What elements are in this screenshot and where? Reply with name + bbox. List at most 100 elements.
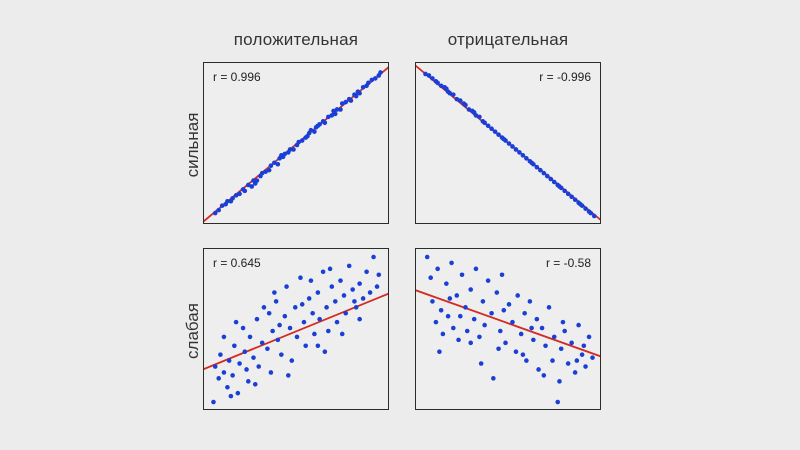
scatter-point — [233, 319, 239, 325]
regression-line — [204, 292, 388, 370]
scatter-point — [494, 290, 500, 295]
scatter-point — [226, 358, 232, 363]
scatter-point — [235, 390, 241, 396]
scatter-point — [259, 340, 265, 346]
scatter-point — [428, 275, 433, 281]
scatter-point — [296, 139, 302, 145]
scatter-point — [266, 167, 272, 173]
scatter-point — [477, 334, 482, 340]
scatter-point — [572, 197, 578, 203]
scatter-point — [228, 393, 234, 399]
scatter-point — [272, 290, 277, 295]
regression-line — [416, 289, 600, 358]
scatter-point — [219, 203, 225, 208]
scatter-point — [254, 316, 260, 322]
scatter-point — [478, 361, 484, 366]
scatter-point — [524, 358, 529, 363]
scatter-point — [287, 147, 293, 152]
column-title-negative: отрицательная — [447, 30, 569, 49]
scatter-point — [279, 352, 284, 357]
scatter-point — [583, 206, 588, 211]
scatter-point — [294, 334, 300, 340]
scatter-point — [491, 376, 496, 381]
scatter-point — [339, 101, 345, 106]
row-title-weak: слабая — [183, 303, 202, 359]
scatter-point — [501, 136, 507, 142]
scatter-point — [299, 302, 305, 307]
scatter-point — [282, 313, 288, 319]
scatter-point — [308, 278, 314, 283]
scatter-point — [551, 179, 557, 185]
scatter-point — [438, 83, 444, 89]
scatter-plot-weak-positive — [204, 254, 388, 405]
scatter-point — [565, 361, 571, 366]
scatter-point — [259, 170, 265, 176]
row-title-strong: сильная — [183, 112, 202, 178]
scatter-point — [534, 164, 540, 170]
scatter-point — [513, 349, 519, 355]
scatter-point — [303, 343, 308, 349]
scatter-point — [327, 266, 333, 272]
r-value-label: r = -0.996 — [539, 70, 591, 84]
scatter-point — [275, 337, 281, 343]
scatter-point — [527, 299, 533, 304]
scatter-plot-weak-negative — [416, 254, 600, 405]
scatter-point — [315, 343, 321, 349]
panel-strong-negative: r = -0.996 — [415, 62, 601, 224]
scatter-point — [343, 99, 349, 105]
scatter-point — [536, 367, 541, 372]
scatter-point — [334, 319, 340, 325]
scatter-point — [230, 373, 235, 378]
scatter-point — [492, 129, 498, 134]
scatter-point — [230, 195, 235, 201]
scatter-point — [518, 331, 524, 337]
scatter-point — [435, 266, 440, 272]
scatter-point — [457, 98, 463, 103]
scatter-point — [510, 144, 515, 149]
scatter-point — [515, 293, 520, 298]
scatter-point — [464, 328, 470, 334]
scatter-point — [551, 334, 557, 340]
scatter-point — [233, 193, 239, 198]
scatter-point — [245, 379, 251, 384]
scatter-point — [312, 331, 317, 337]
scatter-point — [451, 325, 456, 331]
scatter-point — [334, 107, 340, 112]
scatter-point — [588, 210, 594, 216]
scatter-point — [581, 343, 587, 349]
scatter-point — [268, 163, 274, 169]
scatter-point — [298, 275, 303, 281]
scatter-point — [376, 272, 382, 278]
scatter-point — [426, 73, 432, 78]
scatter-point — [456, 337, 461, 343]
scatter-point — [578, 201, 583, 207]
r-value-label: r = -0.58 — [545, 256, 591, 270]
scatter-point — [447, 296, 453, 301]
scatter-point — [218, 352, 223, 357]
r-value-label: r = 0.645 — [213, 256, 261, 270]
scatter-point — [449, 260, 454, 266]
scatter-point — [557, 379, 562, 384]
scatter-point — [538, 167, 543, 173]
scatter-point — [522, 310, 527, 316]
scatter-point — [329, 284, 335, 289]
scatter-point — [369, 77, 375, 83]
scatter-point — [501, 307, 507, 313]
scatter-point — [437, 349, 442, 355]
scatter-point — [348, 98, 354, 103]
scatter-point — [529, 160, 534, 166]
scatter-point — [357, 316, 362, 322]
scatter-point — [520, 352, 526, 357]
scatter-point — [539, 325, 545, 331]
panel-weak-negative: r = -0.58 — [415, 248, 601, 410]
scatter-point — [423, 71, 428, 77]
scatter-point — [562, 328, 567, 334]
scatter-point — [322, 349, 328, 355]
scatter-point — [557, 184, 562, 189]
scatter-point — [451, 92, 456, 97]
scatter-point — [244, 367, 249, 372]
scatter-point — [591, 213, 597, 219]
scatter-point — [424, 254, 430, 260]
scatter-point — [275, 161, 281, 167]
scatter-plot-strong-positive — [204, 66, 388, 223]
